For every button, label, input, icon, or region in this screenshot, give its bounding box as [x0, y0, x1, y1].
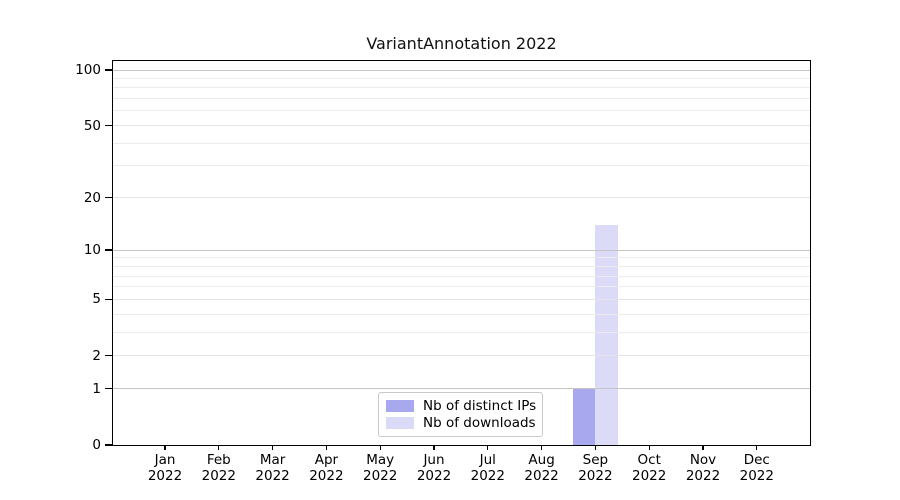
gridline-minor-70 [113, 98, 810, 100]
gridline-minor-40 [113, 142, 810, 144]
x-tick-mark-aug [540, 445, 543, 450]
gridline-5 [113, 298, 810, 300]
legend-label-downloads: Nb of downloads [423, 415, 536, 431]
x-tick-label-mar: Mar 2022 [255, 452, 290, 484]
y-tick-mark-100 [105, 69, 113, 71]
gridline-minor-90 [113, 77, 810, 79]
gridline-50 [113, 125, 810, 127]
x-tick-label-nov: Nov 2022 [685, 452, 721, 484]
y-tick-mark-0 [105, 444, 113, 446]
gridline-minor-3 [113, 331, 810, 333]
gridline-minor-6 [113, 286, 810, 288]
y-tick-label-50: 50 [83, 117, 101, 134]
x-tick-mark-jul [487, 445, 489, 450]
x-tick-mark-dec [756, 445, 758, 450]
y-tick-label-10: 10 [83, 242, 101, 259]
gridline-2 [113, 355, 810, 357]
bar-downloads-sep [595, 224, 618, 445]
x-tick-label-oct: Oct 2022 [632, 452, 667, 484]
legend-swatch-distinct-ips [386, 400, 414, 412]
y-tick-mark-50 [105, 124, 113, 127]
y-tick-mark-5 [105, 298, 113, 301]
x-tick-mark-jan [164, 445, 166, 450]
x-tick-mark-mar [271, 445, 274, 450]
x-tick-label-aug: Aug 2022 [524, 452, 559, 484]
y-tick-label-20: 20 [83, 189, 101, 206]
gridline-minor-9 [113, 257, 810, 259]
x-tick-mark-nov [702, 445, 704, 450]
gridline-minor-30 [113, 165, 810, 167]
y-tick-label-2: 2 [92, 347, 101, 364]
y-tick-label-100: 100 [75, 62, 101, 78]
y-tick-label-0: 0 [92, 437, 101, 453]
x-tick-mark-sep [594, 445, 597, 450]
x-tick-mark-feb [218, 445, 220, 450]
plot-area: Nb of distinct IPs Nb of downloads 0 1 2 5 1… [75, 60, 811, 484]
x-tick-label-feb: Feb 2022 [201, 452, 236, 484]
gridline-minor-60 [113, 110, 810, 112]
gridline-minor-8 [113, 265, 810, 267]
gridline-100 [113, 69, 810, 71]
x-tick-label-may: May 2022 [363, 452, 398, 484]
x-tick-label-apr: Apr 2022 [309, 452, 344, 484]
chart-title: VariantAnnotation 2022 [366, 34, 557, 53]
y-tick-label-5: 5 [92, 291, 101, 308]
x-tick-label-jul: Jul 2022 [470, 452, 505, 484]
x-tick-mark-oct [648, 445, 650, 450]
x-tick-label-jan: Jan 2022 [147, 452, 183, 484]
y-tick-mark-2 [105, 355, 113, 357]
y-tick-mark-20 [105, 196, 113, 199]
x-tick-mark-may [379, 445, 381, 450]
legend-item-distinct-ips: Nb of distinct IPs [386, 398, 537, 414]
x-tick-label-dec: Dec 2022 [739, 452, 774, 484]
gridline-minor-80 [113, 87, 810, 89]
y-tick-mark-1 [105, 387, 113, 390]
gridline-minor-7 [113, 275, 810, 277]
bar-distinct-ips-sep [573, 388, 596, 445]
x-tick-mark-apr [325, 445, 328, 450]
gridline-minor-4 [113, 313, 810, 315]
y-tick-label-1: 1 [92, 380, 101, 397]
legend-swatch-downloads [386, 417, 414, 429]
x-tick-mark-jun [433, 445, 435, 450]
gridline-1 [113, 388, 810, 390]
gridline-10 [113, 249, 810, 251]
gridline-20 [113, 197, 810, 199]
legend-label-distinct-ips: Nb of distinct IPs [423, 398, 537, 414]
x-tick-label-jun: Jun 2022 [416, 452, 452, 484]
y-tick-mark-10 [105, 249, 113, 251]
legend: Nb of distinct IPs Nb of downloads [378, 392, 543, 437]
x-tick-label-sep: Sep 2022 [578, 452, 613, 484]
legend-item-downloads: Nb of downloads [386, 415, 536, 431]
